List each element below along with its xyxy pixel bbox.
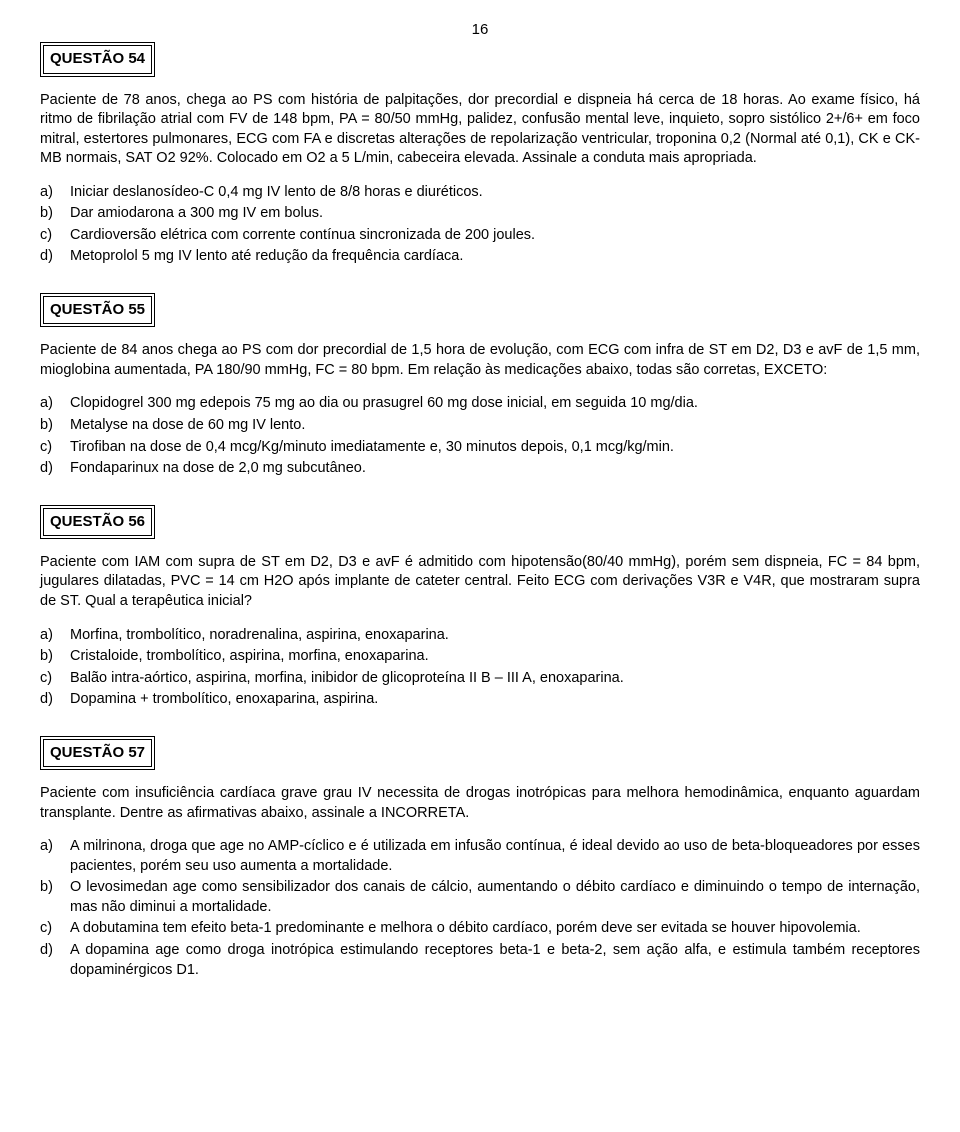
question-55: QUESTÃO 55 Paciente de 84 anos chega ao …: [40, 293, 920, 479]
question-56: QUESTÃO 56 Paciente com IAM com supra de…: [40, 505, 920, 710]
option-letter: d): [40, 941, 70, 980]
question-text: Paciente com insuficiência cardíaca grav…: [40, 784, 920, 823]
question-box: QUESTÃO 55: [40, 293, 155, 327]
option-b: b)Metalyse na dose de 60 mg IV lento.: [40, 416, 920, 436]
question-text: Paciente com IAM com supra de ST em D2, …: [40, 553, 920, 612]
page-number: 16: [40, 20, 920, 40]
option-text: Clopidogrel 300 mg edepois 75 mg ao dia …: [70, 394, 920, 414]
option-text: A dopamina age como droga inotrópica est…: [70, 941, 920, 980]
question-box: QUESTÃO 56: [40, 505, 155, 539]
option-text: A milrinona, droga que age no AMP-cíclic…: [70, 837, 920, 876]
option-letter: b): [40, 416, 70, 436]
question-text: Paciente de 84 anos chega ao PS com dor …: [40, 341, 920, 380]
option-letter: c): [40, 438, 70, 458]
option-c: c)Cardioversão elétrica com corrente con…: [40, 226, 920, 246]
option-d: d)Dopamina + trombolítico, enoxaparina, …: [40, 690, 920, 710]
option-text: Dopamina + trombolítico, enoxaparina, as…: [70, 690, 920, 710]
option-letter: b): [40, 647, 70, 667]
option-d: d)A dopamina age como droga inotrópica e…: [40, 941, 920, 980]
option-a: a)Clopidogrel 300 mg edepois 75 mg ao di…: [40, 394, 920, 414]
option-letter: c): [40, 669, 70, 689]
option-letter: a): [40, 394, 70, 414]
question-label: QUESTÃO 57: [43, 739, 152, 767]
option-letter: b): [40, 204, 70, 224]
question-54: QUESTÃO 54 Paciente de 78 anos, chega ao…: [40, 42, 920, 267]
option-c: c)A dobutamina tem efeito beta-1 predomi…: [40, 919, 920, 939]
option-letter: a): [40, 837, 70, 876]
option-text: Tirofiban na dose de 0,4 mcg/Kg/minuto i…: [70, 438, 920, 458]
option-b: b)Cristaloide, trombolítico, aspirina, m…: [40, 647, 920, 667]
option-a: a)A milrinona, droga que age no AMP-cícl…: [40, 837, 920, 876]
option-letter: c): [40, 226, 70, 246]
option-letter: c): [40, 919, 70, 939]
question-box: QUESTÃO 54: [40, 42, 155, 76]
option-c: c)Tirofiban na dose de 0,4 mcg/Kg/minuto…: [40, 438, 920, 458]
option-text: O levosimedan age como sensibilizador do…: [70, 878, 920, 917]
option-d: d)Metoprolol 5 mg IV lento até redução d…: [40, 247, 920, 267]
question-text: Paciente de 78 anos, chega ao PS com his…: [40, 91, 920, 169]
option-text: A dobutamina tem efeito beta-1 predomina…: [70, 919, 920, 939]
options-list: a)Morfina, trombolítico, noradrenalina, …: [40, 626, 920, 710]
option-c: c)Balão intra-aórtico, aspirina, morfina…: [40, 669, 920, 689]
option-text: Morfina, trombolítico, noradrenalina, as…: [70, 626, 920, 646]
option-text: Cristaloide, trombolítico, aspirina, mor…: [70, 647, 920, 667]
option-text: Cardioversão elétrica com corrente contí…: [70, 226, 920, 246]
option-letter: d): [40, 459, 70, 479]
question-57: QUESTÃO 57 Paciente com insuficiência ca…: [40, 736, 920, 980]
option-text: Fondaparinux na dose de 2,0 mg subcutâne…: [70, 459, 920, 479]
option-text: Metoprolol 5 mg IV lento até redução da …: [70, 247, 920, 267]
option-b: b)Dar amiodarona a 300 mg IV em bolus.: [40, 204, 920, 224]
option-text: Iniciar deslanosídeo-C 0,4 mg IV lento d…: [70, 183, 920, 203]
options-list: a)Iniciar deslanosídeo-C 0,4 mg IV lento…: [40, 183, 920, 267]
option-letter: d): [40, 690, 70, 710]
option-letter: d): [40, 247, 70, 267]
option-text: Balão intra-aórtico, aspirina, morfina, …: [70, 669, 920, 689]
option-text: Metalyse na dose de 60 mg IV lento.: [70, 416, 920, 436]
page-container: 16 QUESTÃO 54 Paciente de 78 anos, chega…: [0, 0, 960, 1046]
option-letter: b): [40, 878, 70, 917]
option-a: a)Iniciar deslanosídeo-C 0,4 mg IV lento…: [40, 183, 920, 203]
question-label: QUESTÃO 56: [43, 508, 152, 536]
option-letter: a): [40, 183, 70, 203]
options-list: a)A milrinona, droga que age no AMP-cícl…: [40, 837, 920, 980]
option-b: b)O levosimedan age como sensibilizador …: [40, 878, 920, 917]
question-box: QUESTÃO 57: [40, 736, 155, 770]
question-label: QUESTÃO 54: [43, 45, 152, 73]
options-list: a)Clopidogrel 300 mg edepois 75 mg ao di…: [40, 394, 920, 478]
option-d: d)Fondaparinux na dose de 2,0 mg subcutâ…: [40, 459, 920, 479]
question-label: QUESTÃO 55: [43, 296, 152, 324]
option-letter: a): [40, 626, 70, 646]
option-a: a)Morfina, trombolítico, noradrenalina, …: [40, 626, 920, 646]
option-text: Dar amiodarona a 300 mg IV em bolus.: [70, 204, 920, 224]
